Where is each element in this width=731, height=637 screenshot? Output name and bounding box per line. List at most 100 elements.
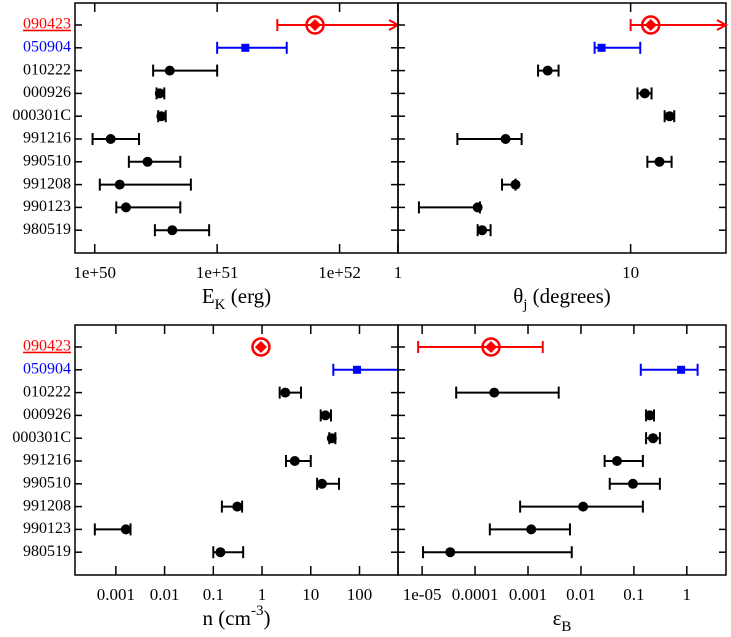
- data-point: [232, 501, 243, 512]
- x-axis-label: n (cm-3): [203, 603, 271, 629]
- x-tick-label: 1: [258, 585, 267, 604]
- data-point: [542, 65, 553, 76]
- limit-arrow: [716, 19, 729, 31]
- data-point: [142, 156, 153, 167]
- data-point: [316, 478, 327, 489]
- x-tick-label: 1e+50: [73, 263, 116, 282]
- data-point: [241, 43, 250, 52]
- category-label: 050904: [23, 38, 71, 55]
- plot-frame: [74, 2, 399, 254]
- data-point: [612, 456, 623, 466]
- data-point: [644, 19, 657, 31]
- category-label: 990123: [23, 520, 71, 537]
- data-point: [445, 547, 456, 558]
- data-point-ring: [251, 337, 271, 357]
- data-point: [114, 179, 125, 190]
- data-point: [154, 88, 165, 99]
- plot-frame: [397, 2, 727, 254]
- data-point: [254, 341, 267, 353]
- category-label: 980519: [23, 543, 71, 560]
- x-axis-label-part: ε: [553, 606, 562, 630]
- x-tick-label: 1: [683, 585, 692, 604]
- data-point: [164, 65, 175, 76]
- data-point-ring: [481, 337, 501, 357]
- data-point: [353, 365, 362, 374]
- x-axis-label-part: B: [561, 619, 571, 635]
- data-point: [578, 501, 589, 512]
- category-label: 991208: [23, 175, 71, 192]
- x-tick-label: 0.1: [623, 585, 644, 604]
- data-point: [510, 179, 521, 190]
- x-axis-label-part: -3: [251, 603, 264, 619]
- x-tick-label: 10: [302, 585, 319, 604]
- x-axis-label: θj (degrees): [513, 284, 611, 314]
- plot-frame: [397, 324, 727, 576]
- data-point: [526, 524, 537, 535]
- data-point: [664, 111, 675, 122]
- x-axis-label: εB: [553, 606, 572, 636]
- data-point: [280, 387, 291, 398]
- category-label: 000301C: [12, 107, 71, 124]
- plot-frame: [74, 324, 399, 576]
- data-point: [156, 111, 167, 122]
- data-point: [489, 387, 500, 398]
- data-point: [320, 410, 331, 421]
- x-tick-label: 1e+52: [318, 263, 361, 282]
- data-point: [648, 433, 659, 444]
- category-label: 010222: [23, 383, 71, 400]
- x-tick-label: 100: [347, 585, 373, 604]
- category-label: 990510: [23, 152, 71, 169]
- category-label: 000926: [23, 406, 71, 423]
- category-label: 090423: [23, 338, 71, 355]
- data-point: [597, 43, 606, 52]
- category-label: 990510: [23, 474, 71, 491]
- x-axis-label-part: (degrees): [527, 284, 610, 308]
- category-label: 010222: [23, 61, 71, 78]
- x-tick-label: 0.001: [509, 585, 547, 604]
- x-axis-label: EK (erg): [202, 284, 271, 314]
- category-label: 050904: [23, 360, 71, 377]
- category-label: 000301C: [12, 429, 71, 446]
- data-point: [500, 134, 511, 144]
- data-point: [677, 365, 686, 374]
- x-tick-label: 1: [394, 263, 403, 282]
- category-label: 991208: [23, 497, 71, 514]
- x-tick-label: 0.01: [566, 585, 596, 604]
- x-tick-label: 1e+51: [196, 263, 239, 282]
- x-axis-label-part: K: [215, 297, 226, 313]
- data-point: [105, 134, 116, 144]
- data-point-ring: [305, 15, 325, 35]
- x-tick-label: 0.1: [203, 585, 224, 604]
- data-point: [326, 433, 337, 444]
- x-axis-label-part: j: [522, 297, 527, 313]
- data-point: [654, 156, 665, 167]
- data-point: [289, 456, 300, 466]
- data-point: [120, 524, 131, 535]
- category-label: 980519: [23, 221, 71, 238]
- data-point: [309, 19, 322, 31]
- x-axis-label-part: θ: [513, 284, 523, 308]
- data-point: [477, 225, 488, 236]
- data-point: [485, 341, 498, 353]
- x-axis-label-part: (erg): [226, 284, 272, 308]
- x-axis-label-part: n (cm: [203, 606, 251, 630]
- data-point: [644, 410, 655, 421]
- x-tick-label: 0.01: [150, 585, 180, 604]
- category-label: 990123: [23, 198, 71, 215]
- data-point: [627, 478, 638, 489]
- x-axis-label-part: E: [202, 284, 215, 308]
- data-point: [472, 202, 483, 213]
- x-tick-label: 0.001: [97, 585, 135, 604]
- category-label: 000926: [23, 84, 71, 101]
- x-axis-label-part: ): [263, 606, 270, 630]
- data-point: [167, 225, 178, 236]
- data-point-ring: [640, 15, 661, 35]
- data-point: [215, 547, 226, 558]
- category-label: 090423: [23, 16, 71, 33]
- x-tick-label: 0.0001: [452, 585, 499, 604]
- data-point: [120, 202, 131, 213]
- x-tick-label: 10: [622, 263, 639, 282]
- data-point: [639, 88, 650, 99]
- x-tick-label: 1e-05: [403, 585, 442, 604]
